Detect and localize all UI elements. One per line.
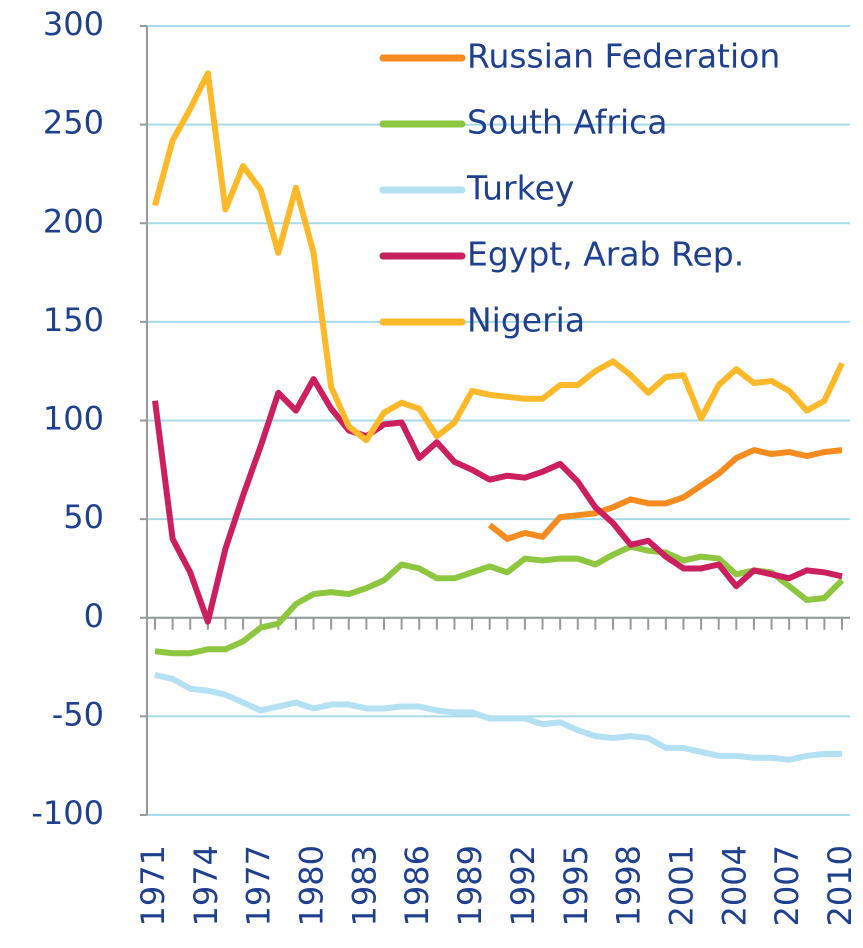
series-line <box>154 543 845 657</box>
y-tick-label: -50 <box>52 695 104 733</box>
y-tick-label: 100 <box>43 400 104 438</box>
x-tick-label: 1989 <box>451 845 489 926</box>
x-tick-label: 1995 <box>557 845 595 926</box>
y-tick-label: 300 <box>43 5 104 43</box>
y-tick-label: -100 <box>31 794 104 832</box>
series-line <box>152 376 843 625</box>
y-tick-label: 50 <box>63 498 104 536</box>
series-line <box>154 672 842 763</box>
x-tick-label: 1971 <box>134 845 172 926</box>
x-tick-label: 2004 <box>715 845 753 926</box>
x-tick-label: 2010 <box>821 845 859 926</box>
x-tick-label: 1980 <box>293 845 331 926</box>
series-line <box>152 70 845 444</box>
x-tick-label: 1992 <box>504 845 542 926</box>
x-tick-label: 1998 <box>610 845 648 926</box>
y-tick-label: 150 <box>43 301 104 339</box>
legend-label: Nigeria <box>467 301 585 340</box>
legend-label: Egypt, Arab Rep. <box>467 235 744 274</box>
x-tick-label: 1974 <box>187 845 225 926</box>
legend-label: Turkey <box>466 169 574 208</box>
legend-label: South Africa <box>467 103 668 142</box>
series-line <box>487 447 843 542</box>
x-tick-label: 1986 <box>398 845 436 926</box>
x-tick-label: 2007 <box>768 845 806 926</box>
y-tick-label: 0 <box>84 597 104 635</box>
x-tick-label: 1983 <box>345 845 383 926</box>
y-tick-label: 200 <box>43 202 104 240</box>
x-tick-label: 1977 <box>240 845 278 926</box>
x-tick-label: 2001 <box>662 845 700 926</box>
legend-label: Russian Federation <box>467 37 780 76</box>
y-tick-label: 250 <box>43 104 104 142</box>
